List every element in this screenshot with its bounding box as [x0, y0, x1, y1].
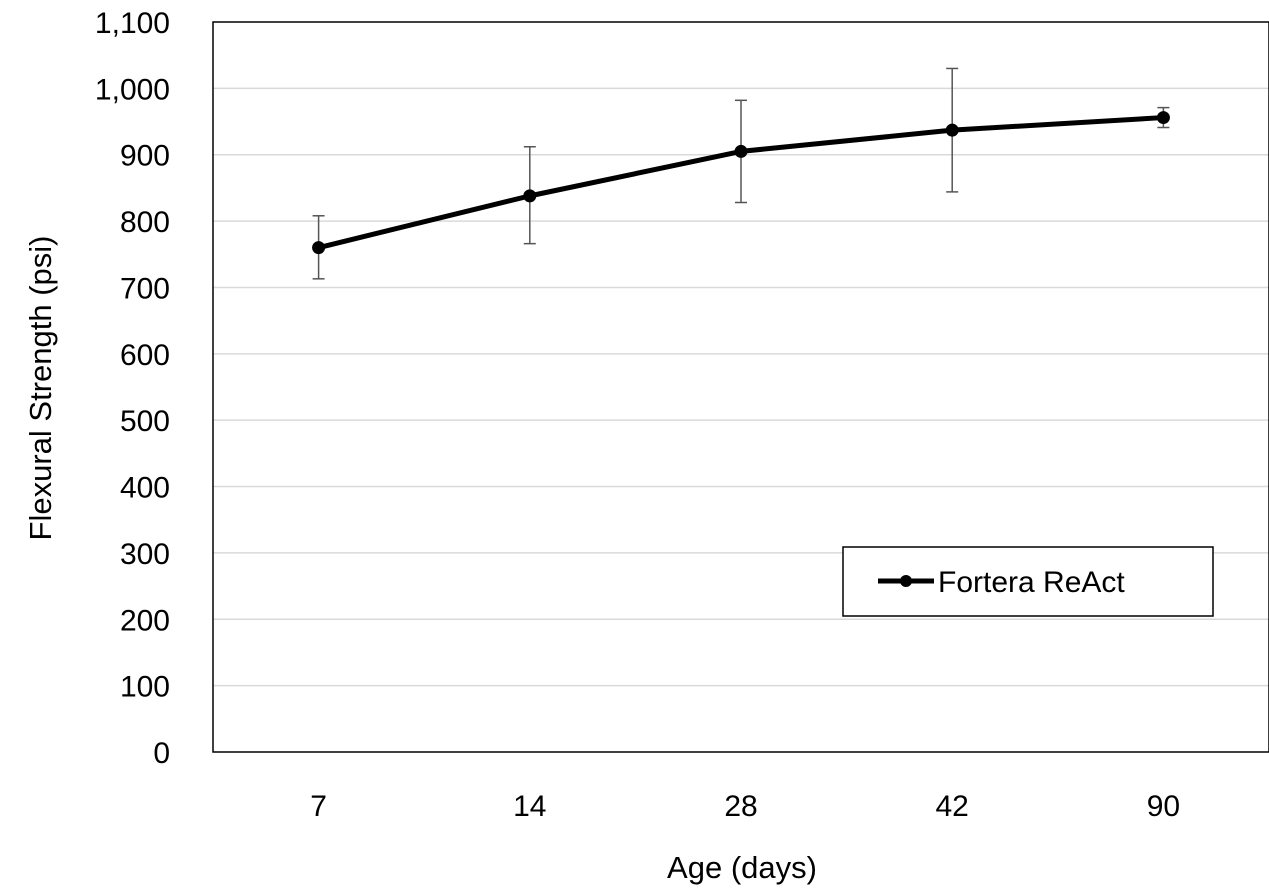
data-point: [734, 144, 748, 158]
y-tick-label: 0: [153, 737, 170, 770]
x-axis-ticks: 7 14 28 42 90: [310, 790, 1180, 823]
x-axis-title: Age (days): [667, 850, 817, 885]
y-tick-label: 500: [120, 405, 170, 438]
y-tick-label: 1,100: [95, 7, 170, 40]
y-tick-label: 600: [120, 339, 170, 372]
legend-box: [842, 546, 1214, 617]
y-axis-title: Flexural Strength (psi): [23, 236, 58, 541]
x-tick-label: 7: [310, 790, 327, 823]
x-tick-label: 42: [936, 790, 969, 823]
data-point: [945, 123, 959, 137]
y-tick-label: 400: [120, 472, 170, 505]
legend: Fortera ReAct: [842, 546, 1214, 617]
y-tick-label: 900: [120, 140, 170, 173]
x-tick-label: 14: [513, 790, 546, 823]
x-tick-label: 28: [724, 790, 757, 823]
data-point: [523, 189, 537, 203]
legend-marker-swatch: [900, 575, 912, 587]
x-tick-label: 90: [1147, 790, 1180, 823]
data-point: [1156, 111, 1170, 125]
y-tick-label: 300: [120, 538, 170, 571]
series-layer: [312, 111, 1170, 255]
data-point: [312, 241, 326, 255]
y-tick-label: 800: [120, 206, 170, 239]
legend-label: Fortera ReAct: [938, 566, 1125, 599]
y-tick-label: 700: [120, 272, 170, 305]
error-bars: [312, 67, 1170, 280]
y-axis-ticks: 0 100 200 300 400 500 600 700 800 900 1,000 1,100: [95, 7, 170, 770]
y-tick-label: 200: [120, 604, 170, 637]
plot-frame: [212, 21, 1269, 753]
y-tick-label: 1,000: [95, 73, 170, 106]
y-tick-label: 100: [120, 671, 170, 704]
